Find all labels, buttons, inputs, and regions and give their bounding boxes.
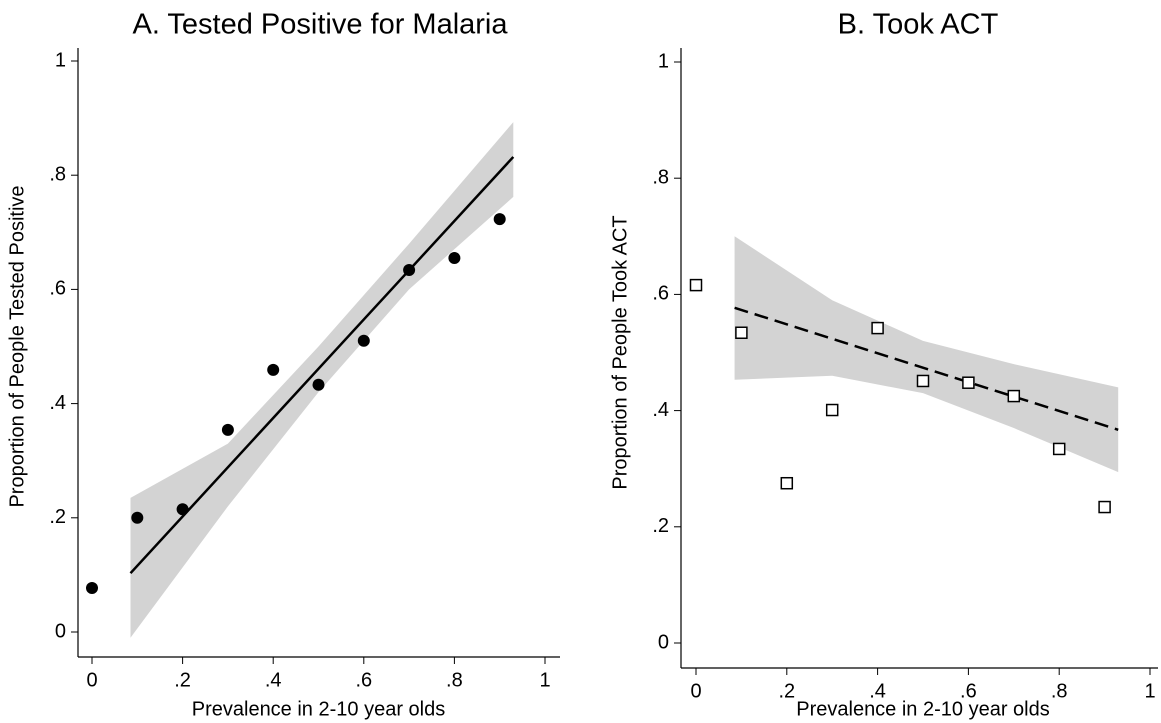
x-tick-label: .4 (869, 680, 886, 702)
y-axis-title: Proportion of People Took ACT (609, 215, 631, 489)
y-axis-title: Proportion of People Tested Positive (6, 185, 28, 507)
point (825, 403, 839, 417)
point (1052, 442, 1066, 456)
x-tick-label: 0 (86, 669, 97, 691)
point (689, 278, 703, 292)
x-tick-label: .4 (265, 669, 282, 691)
point (176, 503, 189, 516)
point (357, 334, 370, 347)
x-tick-label: 0 (690, 680, 701, 702)
y-tick-label: .8 (652, 166, 669, 188)
point (267, 363, 280, 376)
confidence-band (734, 236, 1119, 473)
point (735, 326, 748, 339)
y-tick-label: .6 (49, 278, 66, 300)
y-tick-label: .2 (652, 515, 669, 537)
fit-line (129, 156, 515, 575)
y-tick-label: .6 (652, 283, 669, 305)
x-axis-title: Prevalence in 2-10 year olds (192, 698, 445, 720)
y-tick-label: 0 (658, 631, 669, 653)
x-tick-label: 1 (1144, 680, 1155, 702)
x-tick-label: .8 (446, 669, 463, 691)
chart-title: B. Took ACT (838, 9, 999, 41)
point (403, 263, 416, 276)
x-tick-label: .2 (778, 680, 795, 702)
point (780, 476, 794, 490)
y-tick-label: .4 (652, 399, 669, 421)
x-tick-label: .6 (960, 680, 977, 702)
point (962, 376, 975, 389)
point (1098, 500, 1111, 514)
y-tick-label: 1 (658, 50, 669, 72)
x-tick-label: .8 (1051, 680, 1068, 702)
x-tick-label: .2 (174, 669, 191, 691)
y-tick-label: .8 (49, 163, 66, 185)
point (1007, 389, 1021, 403)
point (86, 582, 98, 595)
point (871, 321, 884, 335)
x-tick-label: .6 (355, 669, 372, 691)
x-tick-label: 1 (539, 669, 550, 691)
chart-title: A. Tested Positive for Malaria (132, 9, 508, 41)
y-tick-label: 0 (55, 620, 66, 642)
point (493, 213, 506, 226)
point (131, 511, 144, 524)
y-tick-label: .2 (49, 506, 66, 528)
point (916, 374, 930, 388)
fit-line (734, 306, 1119, 431)
point (448, 251, 461, 264)
point (312, 378, 325, 391)
y-tick-label: .4 (49, 392, 66, 414)
x-axis-title: Prevalence in 2-10 year olds (796, 698, 1049, 720)
y-tick-label: 1 (55, 49, 66, 71)
point (221, 423, 234, 436)
